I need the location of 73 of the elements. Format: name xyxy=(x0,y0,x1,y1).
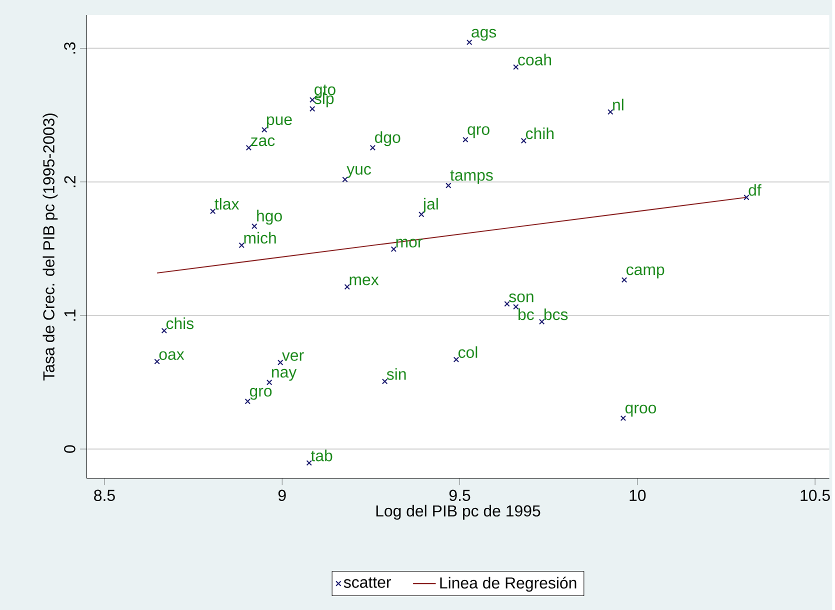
annotation: mex xyxy=(350,276,379,286)
annotation: nl xyxy=(613,98,624,110)
annotation: mich xyxy=(244,232,276,244)
y-tick-label: .2 xyxy=(64,176,76,188)
point xyxy=(390,246,397,252)
annotation: zac xyxy=(250,137,275,146)
point xyxy=(342,176,348,182)
point xyxy=(538,318,545,325)
point xyxy=(252,223,258,230)
annotation: pue xyxy=(266,116,292,128)
point xyxy=(513,64,519,70)
annotation: camp xyxy=(626,266,664,278)
annotation: hgo xyxy=(257,210,282,225)
annotation: nay xyxy=(272,368,297,381)
point xyxy=(154,358,160,364)
annotation: tab xyxy=(310,450,332,462)
annotation: oax xyxy=(159,351,184,360)
point xyxy=(608,109,614,115)
annotation: dgo xyxy=(374,131,400,146)
point xyxy=(210,208,216,214)
point xyxy=(246,144,252,151)
point xyxy=(621,277,628,283)
y-tick-label: .1 xyxy=(64,310,76,321)
annotation: gro xyxy=(250,388,272,400)
annotation: tlax xyxy=(214,198,240,210)
point xyxy=(504,300,510,307)
point xyxy=(238,242,245,248)
x-tick-label: 8.5 xyxy=(94,490,115,502)
point xyxy=(520,138,527,144)
annotation: tamps xyxy=(450,170,493,184)
point xyxy=(462,136,468,143)
point xyxy=(620,415,626,422)
legend-label: Linea de Regresión xyxy=(440,576,576,592)
x-tick-label: 9 xyxy=(278,490,286,502)
annotation: ags xyxy=(472,28,496,41)
x-tick-label: 10 xyxy=(630,490,646,502)
point xyxy=(513,304,519,310)
point xyxy=(266,380,272,386)
x-axis-title: Log del PIB pc de 1995 xyxy=(376,504,540,520)
point xyxy=(309,106,316,112)
point xyxy=(306,460,312,466)
point xyxy=(744,194,750,200)
y-tick-label: .3 xyxy=(64,42,76,54)
annotation: son xyxy=(509,294,534,302)
annotation: ver xyxy=(282,352,304,361)
annotation: df xyxy=(748,184,762,196)
point xyxy=(244,398,251,404)
x-tick-label: 10.5 xyxy=(800,490,830,502)
annotation: qroo xyxy=(625,404,656,417)
point xyxy=(161,328,168,334)
annotation: chis xyxy=(166,317,194,330)
annotation: yuc xyxy=(346,166,371,178)
x-tick-label: 9.5 xyxy=(449,490,470,502)
point xyxy=(446,182,452,188)
annotation: jal xyxy=(422,198,438,213)
annotation: bcs xyxy=(544,308,568,320)
y-tick-label: 0 xyxy=(64,445,76,453)
annotation: bc xyxy=(518,308,534,320)
point xyxy=(382,378,388,384)
annotation: qro xyxy=(468,126,490,138)
point xyxy=(344,284,350,290)
point xyxy=(466,39,472,46)
point xyxy=(370,144,376,151)
annotation: sin xyxy=(386,368,406,380)
point xyxy=(277,360,284,366)
y-axis-title: Tasa de Crec. del PIB pc (1995-2003) xyxy=(42,114,58,380)
annotation: mor xyxy=(396,238,422,248)
point xyxy=(453,356,460,362)
annotation: col xyxy=(458,346,478,358)
annotation: chih xyxy=(526,127,554,140)
legend-label: scatter xyxy=(344,577,392,588)
annotation: coah xyxy=(518,54,552,66)
point xyxy=(261,126,268,133)
